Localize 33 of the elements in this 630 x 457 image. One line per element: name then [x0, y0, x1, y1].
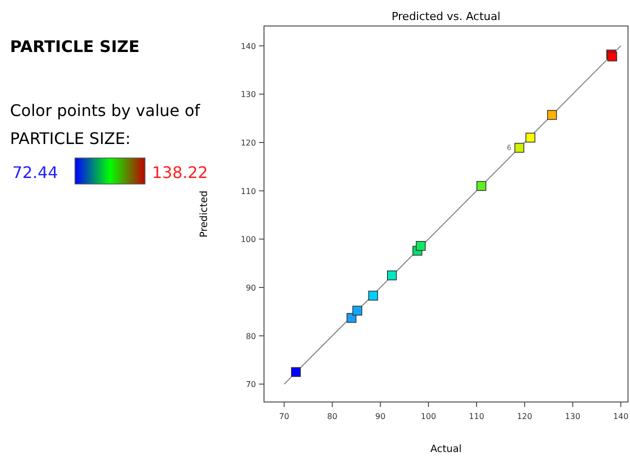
y-tick-label: 90 [246, 283, 256, 292]
y-tick-label: 110 [240, 186, 256, 196]
color-bar-title: Color points by value of PARTICLE SIZE: [10, 101, 200, 148]
x-axis-title: Actual [430, 444, 462, 455]
y-tick-label: 100 [240, 235, 256, 244]
text: 138.22 [152, 163, 208, 182]
point [368, 290, 378, 301]
point [346, 313, 356, 323]
point [291, 367, 301, 377]
y-axis-title: Predicted [199, 190, 210, 238]
point [352, 306, 362, 316]
x-tick-label: 100 [420, 412, 436, 421]
point [476, 181, 486, 191]
y-tick-label: 120 [240, 138, 256, 148]
point [514, 142, 524, 153]
x-tick-label: 90 [375, 412, 386, 421]
x-tick-label: 130 [565, 412, 580, 421]
y-tick-label: 130 [240, 90, 256, 100]
x-tick-label: 120 [516, 412, 532, 421]
point [416, 240, 426, 251]
y-tick-label: 140 [240, 42, 256, 51]
point [547, 110, 557, 120]
x-tick-label: 110 [468, 412, 484, 421]
x-tick-label: 140 [613, 412, 628, 421]
y-tick-label: 70 [246, 380, 256, 390]
chart-title: Predicted vs. Actual [392, 10, 500, 23]
y-tick-label: 80 [246, 332, 256, 341]
x-tick-label: 80 [327, 412, 338, 421]
text: PARTICLE SIZE [10, 37, 140, 56]
point [387, 270, 397, 280]
x-tick-label: 70 [279, 412, 290, 421]
point [525, 132, 536, 143]
text: 72.44 [12, 163, 58, 182]
